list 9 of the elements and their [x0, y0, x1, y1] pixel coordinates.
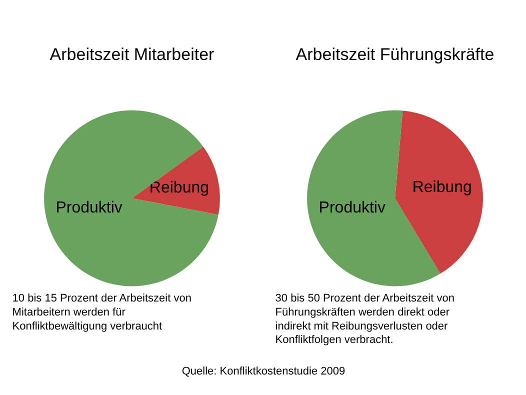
- slice-label: Reibung: [412, 178, 472, 196]
- slice-label: Produktiv: [318, 200, 386, 217]
- chart-title: Arbeitszeit Mitarbeiter: [50, 44, 215, 64]
- slice-label: Reibung: [149, 179, 210, 196]
- text: 10 bis 15 Prozent der Arbeitszeit von Mitarbeitern werden für Konfliktbewältigung verbraucht: [12, 292, 192, 332]
- source-note: Quelle: Konfliktkostenstudie 2009: [182, 366, 346, 378]
- text: 30 bis 50 Prozent der Arbeitszeit von Führungskräften werden direkt oder indirekt mit Reibungsverlusten oder Konfliktfolgen verbracht.: [275, 292, 454, 346]
- chart-title: Arbeitszeit Führungskräfte: [296, 44, 494, 64]
- slice-label: Produktiv: [56, 199, 122, 216]
